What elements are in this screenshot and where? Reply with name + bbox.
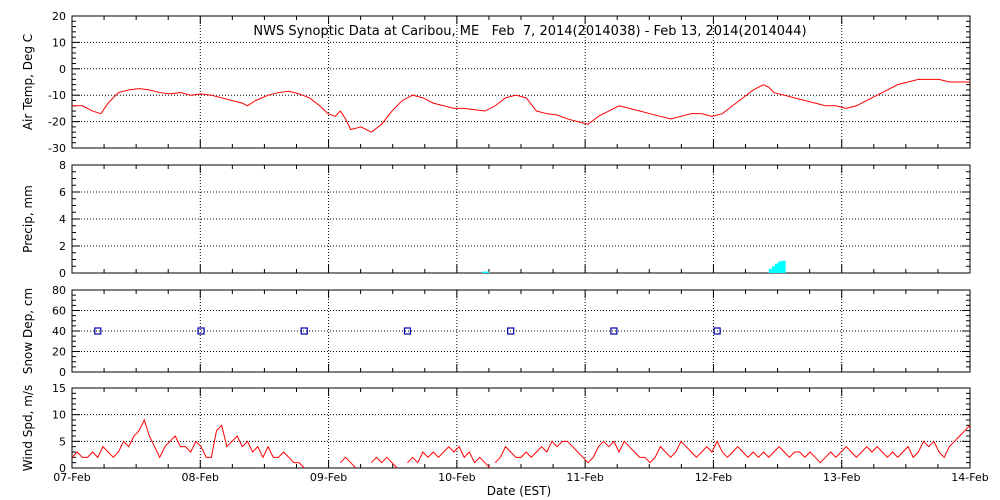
air-temp-y-tick-label: 20	[52, 10, 66, 23]
wind-speed-y-axis-title: Wind Spd, m/s	[21, 385, 35, 471]
precip-y-axis-title: Precip, mm	[21, 185, 35, 253]
wind-speed-series-segment	[407, 445, 491, 469]
precip-bar	[778, 261, 783, 273]
wind-speed-y-tick-label: 15	[52, 382, 66, 395]
snow-depth-point	[507, 327, 515, 335]
precip-bar	[781, 260, 786, 273]
wind-speed-panel: 15 10 5 0 Wind Spd, m/s	[21, 382, 971, 475]
precip-bar	[771, 266, 777, 273]
precip-bar	[774, 263, 780, 273]
snow-depth-y-axis-title: Snow Dep, cm	[21, 288, 35, 374]
snow-depth-y-tick-label: 40	[52, 325, 66, 338]
x-tick-label: 10-Feb	[438, 471, 475, 484]
wind-speed-series-segment	[340, 456, 357, 469]
precip-y-tick-label: 2	[59, 240, 66, 253]
precip-y-tick-label: 6	[59, 186, 66, 199]
air-temp-y-tick-label: -10	[48, 89, 66, 102]
wind-speed-y-tick-label: 10	[52, 409, 66, 422]
snow-depth-point	[713, 327, 721, 335]
chart-title: NWS Synoptic Data at Caribou, ME Feb 7, …	[253, 24, 806, 39]
precip-y-tick-label: 0	[59, 267, 66, 280]
x-tick-label: 13-Feb	[823, 471, 860, 484]
wind-speed-series-segment	[370, 456, 398, 469]
air-temp-y-axis-title: Air Temp, Deg C	[21, 34, 35, 130]
precip-bar	[481, 271, 487, 273]
snow-depth-point	[197, 327, 205, 335]
air-temp-y-tick-label: 10	[52, 36, 66, 49]
precip-y-tick-label: 4	[59, 213, 66, 226]
wind-speed-y-tick-label: 0	[59, 462, 66, 475]
x-tick-label: 14-Feb	[951, 471, 988, 484]
precip-panel: 8 6 4 2 0 Precip, mm	[21, 159, 971, 280]
x-axis-title: Date (EST)	[487, 484, 551, 498]
snow-depth-point	[300, 327, 308, 335]
air-temp-y-tick-label: 0	[59, 63, 66, 76]
snow-depth-y-tick-label: 20	[52, 346, 66, 359]
x-tick-label: 07-Feb	[53, 471, 90, 484]
snow-depth-point	[403, 327, 412, 335]
x-tick-label: 08-Feb	[182, 471, 219, 484]
air-temp-panel: 20 10 0 -10 -20 -30 Air Temp, Deg C	[21, 10, 971, 155]
precip-y-tick-label: 8	[59, 159, 66, 172]
snow-depth-point	[94, 327, 102, 335]
snow-depth-panel: 80 60 40 20 0 Snow Dep, cm	[21, 284, 971, 379]
wind-speed-series-segment	[494, 424, 971, 464]
x-tick-label: 12-Feb	[695, 471, 732, 484]
snow-depth-y-tick-label: 60	[52, 305, 66, 318]
snow-depth-point	[610, 327, 618, 335]
precip-bar	[768, 268, 774, 273]
wind-speed-y-tick-label: 5	[59, 435, 66, 448]
air-temp-y-tick-label: -20	[48, 116, 66, 129]
snow-depth-y-tick-label: 0	[59, 366, 66, 379]
snow-depth-y-tick-label: 80	[52, 284, 66, 297]
air-temp-series-line	[72, 78, 970, 133]
wind-speed-series-segment	[71, 418, 305, 469]
precip-bar	[484, 271, 490, 273]
x-tick-label: 09-Feb	[310, 471, 347, 484]
air-temp-y-tick-label: -30	[48, 142, 66, 155]
x-tick-label: 11-Feb	[566, 471, 603, 484]
